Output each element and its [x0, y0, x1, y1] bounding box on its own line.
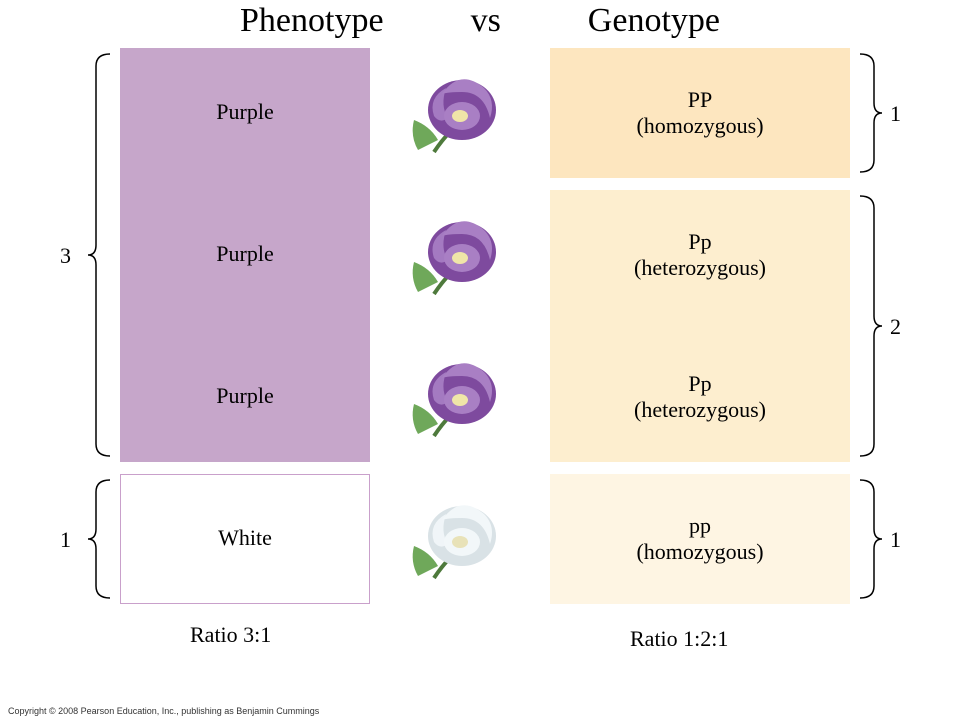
copyright-text: Copyright © 2008 Pearson Education, Inc.…: [8, 706, 319, 716]
phenotype-ratio: Ratio 3:1: [190, 622, 271, 648]
geno-group-count: 1: [890, 527, 901, 553]
genotype-ratio: Ratio 1:2:1: [630, 626, 728, 652]
right-brace-icon: [0, 0, 960, 720]
